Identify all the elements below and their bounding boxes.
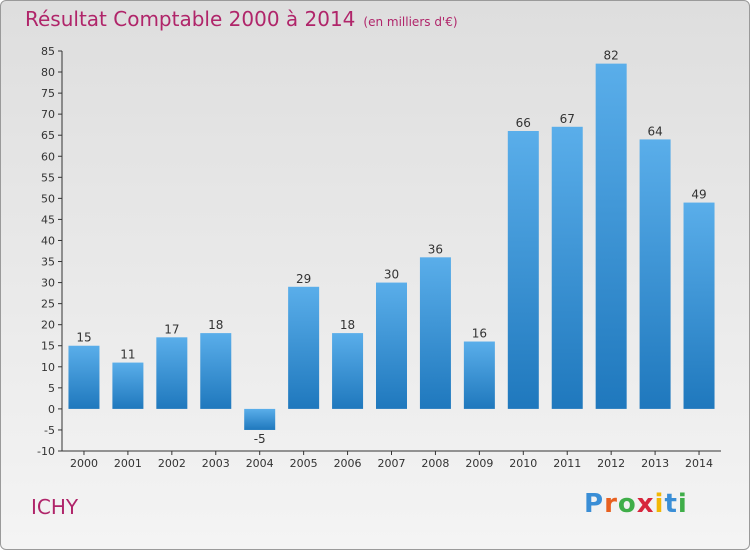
x-tick-label: 2014 — [685, 457, 713, 470]
y-tick-label: 35 — [41, 256, 55, 269]
title-text: Résultat Comptable 2000 à 2014 — [25, 7, 356, 31]
logo-letter: i — [677, 489, 688, 519]
bar-2011 — [551, 126, 583, 409]
y-tick-label: 0 — [48, 403, 55, 416]
data-label-2011: 67 — [560, 112, 575, 126]
bar-2010 — [507, 131, 539, 409]
bars: 15 11 17 18 -5 29 18 30 36 16 66 67 82 64 49 — [68, 49, 715, 446]
y-tick-label: 80 — [41, 66, 55, 79]
y-tick-label: 60 — [41, 150, 55, 163]
bar-2013 — [639, 139, 671, 409]
y-tick-label: 55 — [41, 171, 55, 184]
x-tick-label: 2005 — [290, 457, 318, 470]
logo-letter: i — [654, 489, 665, 519]
data-label-2013: 64 — [647, 124, 662, 138]
bar-2014 — [683, 202, 715, 409]
bar-2009 — [463, 341, 495, 409]
bar-2012 — [595, 63, 627, 409]
x-tick-label: 2001 — [114, 457, 142, 470]
bar-2004 — [244, 408, 276, 430]
y-tick-label: 40 — [41, 234, 55, 247]
y-tick-label: 5 — [48, 382, 55, 395]
bar-2002 — [156, 337, 188, 409]
y-tick-label: 65 — [41, 129, 55, 142]
x-ticks: 2000 2001 2002 2003 2004 2005 2006 2007 2008 2009… — [70, 451, 713, 470]
y-tick-label: 10 — [41, 361, 55, 374]
y-tick-label: -10 — [37, 445, 55, 458]
data-label-2012: 82 — [604, 49, 619, 63]
logo-letter: t — [664, 489, 678, 519]
x-tick-label: 2004 — [246, 457, 274, 470]
bar-2005 — [288, 286, 320, 409]
y-tick-label: 75 — [41, 87, 55, 100]
data-label-2005: 29 — [296, 272, 311, 286]
x-tick-label: 2009 — [465, 457, 493, 470]
data-label-2009: 16 — [472, 327, 487, 341]
y-tick-label: 30 — [41, 277, 55, 290]
data-label-2000: 15 — [76, 331, 91, 345]
y-tick-label: 15 — [41, 340, 55, 353]
proxiti-logo: Proxiti — [584, 489, 688, 519]
x-tick-label: 2003 — [202, 457, 230, 470]
y-tick-label: 50 — [41, 192, 55, 205]
logo-letter: P — [584, 489, 605, 519]
y-tick-label: 25 — [41, 298, 55, 311]
x-tick-label: 2006 — [334, 457, 362, 470]
commune-name: ICHY — [31, 495, 79, 519]
logo-letter: x — [636, 489, 655, 519]
bar-2006 — [332, 333, 364, 409]
y-tick-label: 20 — [41, 319, 55, 332]
x-tick-label: 2013 — [641, 457, 669, 470]
y-tick-label: 70 — [41, 108, 55, 121]
data-label-2010: 66 — [516, 116, 531, 130]
data-label-2006: 18 — [340, 318, 355, 332]
chart-title: Résultat Comptable 2000 à 2014 (en millie… — [25, 7, 458, 31]
data-label-2007: 30 — [384, 268, 399, 282]
x-tick-label: 2007 — [378, 457, 406, 470]
data-label-2001: 11 — [120, 348, 135, 362]
data-label-2003: 18 — [208, 318, 223, 332]
logo-letter: r — [604, 489, 618, 519]
x-tick-label: 2008 — [421, 457, 449, 470]
x-tick-label: 2002 — [158, 457, 186, 470]
y-tick-label: 45 — [41, 213, 55, 226]
data-label-2008: 36 — [428, 242, 443, 256]
bar-2008 — [419, 257, 451, 409]
logo-letter: o — [617, 489, 637, 519]
x-tick-label: 2010 — [509, 457, 537, 470]
data-label-2004: -5 — [254, 432, 266, 446]
data-label-2002: 17 — [164, 322, 179, 336]
x-tick-label: 2012 — [597, 457, 625, 470]
bar-2007 — [376, 282, 407, 409]
bar-2000 — [68, 345, 100, 409]
bar-2001 — [112, 362, 144, 409]
unit-label: (en milliers d'€) — [363, 15, 458, 29]
x-tick-label: 2000 — [70, 457, 98, 470]
y-tick-label: -5 — [44, 424, 55, 437]
bar-2003 — [200, 333, 232, 409]
x-tick-label: 2011 — [553, 457, 581, 470]
y-tick-label: 85 — [41, 45, 55, 58]
data-label-2014: 49 — [691, 188, 706, 202]
y-ticks: -10 -5 0 5 10 15 20 25 30 35 40 45 50 55 60 65 70 75 80 85 — [37, 45, 62, 458]
